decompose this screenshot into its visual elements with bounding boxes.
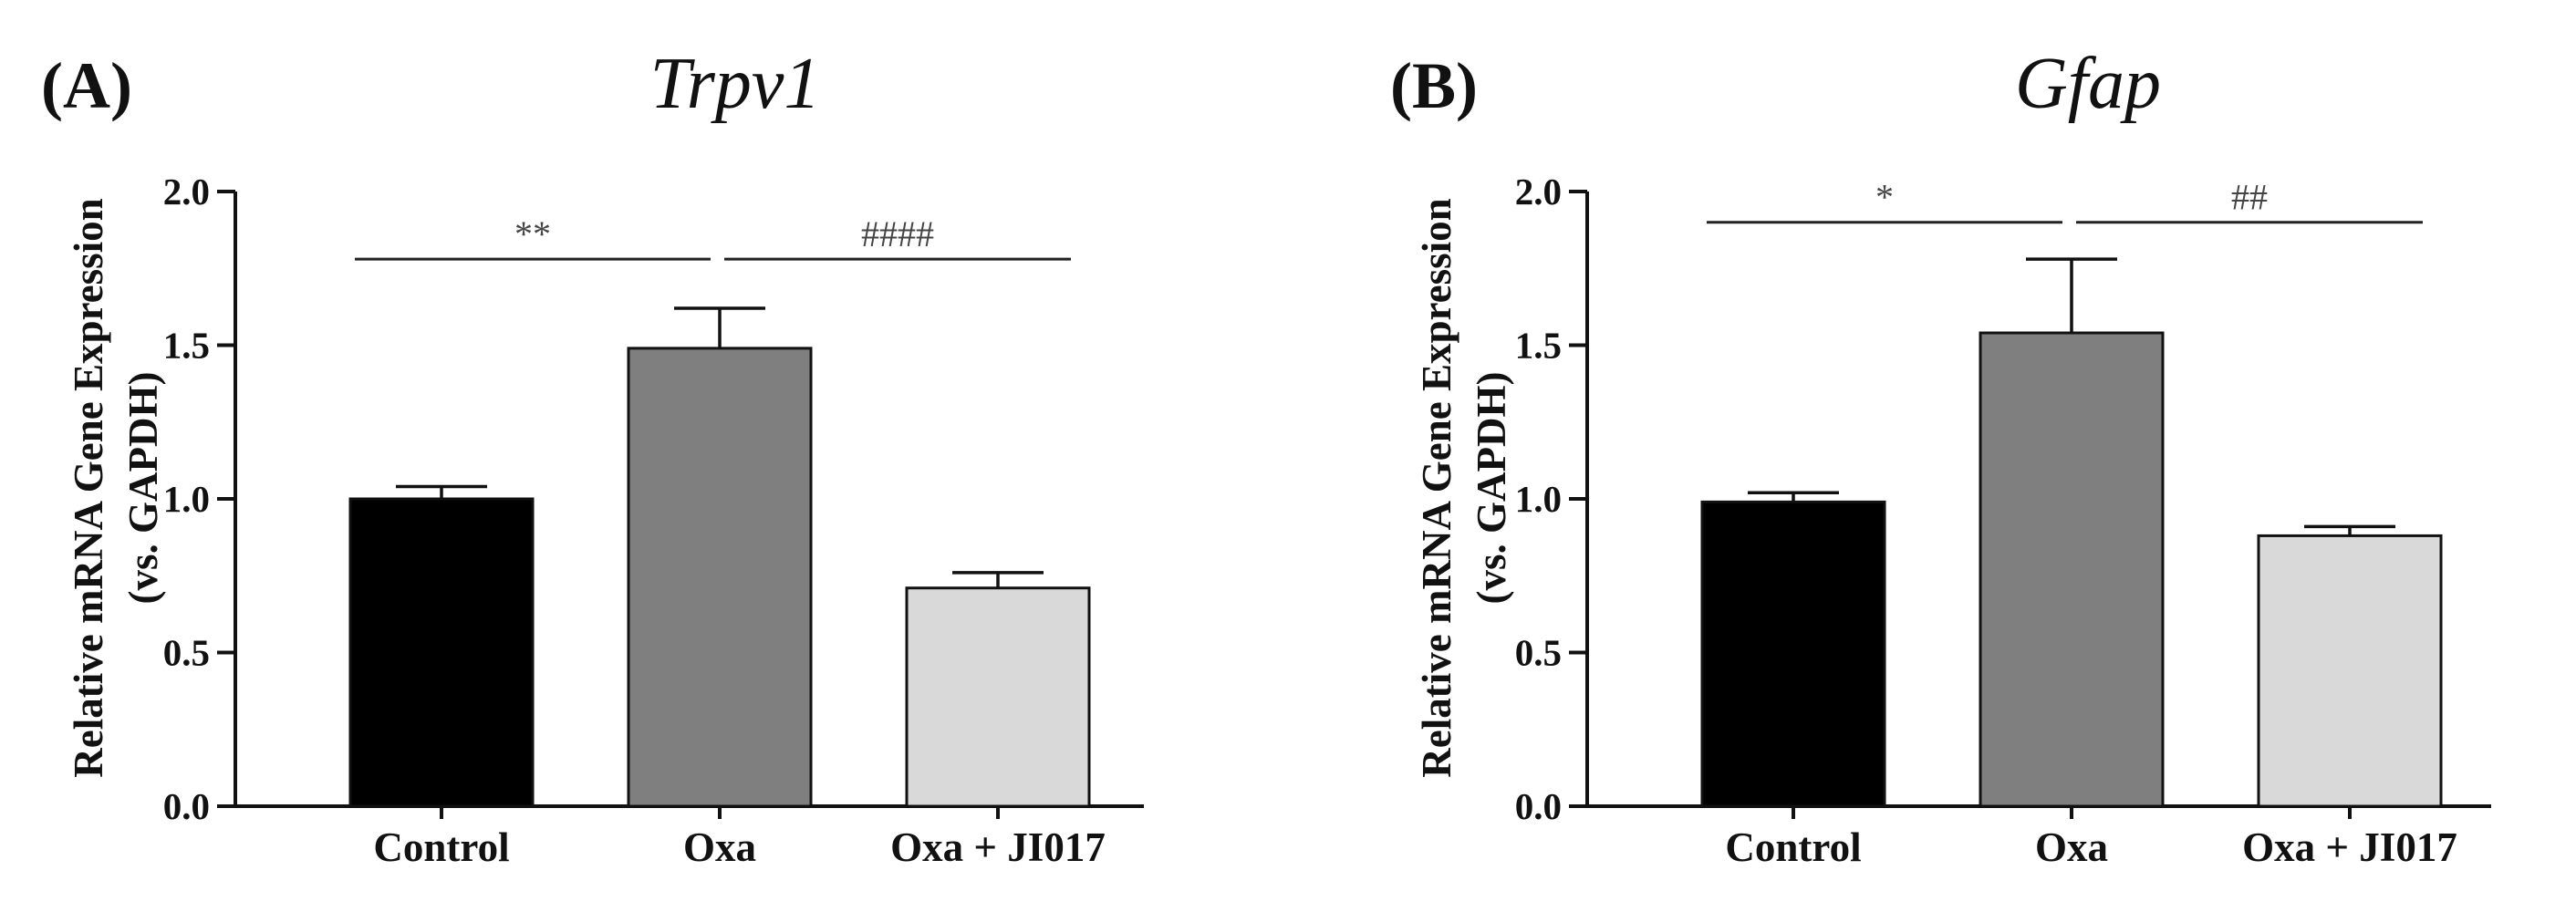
y-tick-label: 0.5 xyxy=(163,632,210,674)
significance-label: ** xyxy=(514,213,551,254)
significance-label: #### xyxy=(861,213,934,254)
y-tick-label: 1.0 xyxy=(163,478,210,520)
y-tick-label: 2.0 xyxy=(163,171,210,212)
x-tick-label: Oxa + JI017 xyxy=(2242,824,2457,870)
y-tick-label: 1.5 xyxy=(163,325,210,367)
bar-oxa xyxy=(627,347,813,808)
panel-b: (B) Gfap Relative mRNA Gene Expression (… xyxy=(1390,44,2491,870)
y-axis-label-unit: (vs. GAPDH) xyxy=(1469,372,1514,605)
panel-a: (A) Trpv1 Relative mRNA Gene Expression … xyxy=(41,44,1144,870)
bar-oxa-ji017 xyxy=(2257,534,2443,808)
y-tick-label: 0.0 xyxy=(163,785,210,827)
significance-label: ## xyxy=(2231,177,2268,218)
bar-control xyxy=(348,497,535,808)
panel-letter-a: (A) xyxy=(41,49,132,122)
y-tick-label: 0.5 xyxy=(1515,632,1562,674)
panel-letter-b: (B) xyxy=(1390,49,1478,122)
x-tick-label: Control xyxy=(373,824,509,870)
bar-oxa xyxy=(1979,331,2165,808)
chart-title-trpv1: Trpv1 xyxy=(650,44,821,124)
x-tick-label: Control xyxy=(1725,824,1861,870)
y-axis-label-unit: (vs. GAPDH) xyxy=(120,372,166,605)
plot-area: 0.0 0.5 1.0 1.5 2.0 Control Oxa Oxa + JI017 ** ##… xyxy=(163,171,1144,870)
x-tick-label: Oxa xyxy=(683,824,756,870)
x-tick-label: Oxa + JI017 xyxy=(890,824,1106,870)
y-axis-label: Relative mRNA Gene Expression xyxy=(1414,198,1459,777)
y-tick-label: 1.0 xyxy=(1515,478,1562,520)
y-axis-label: Relative mRNA Gene Expression xyxy=(66,198,111,777)
y-tick-label: 1.5 xyxy=(1515,325,1562,367)
significance-label: * xyxy=(1875,177,1894,218)
y-tick-label: 0.0 xyxy=(1515,785,1562,827)
bar-oxa-ji017 xyxy=(905,586,1091,808)
chart-title-gfap: Gfap xyxy=(2015,44,2161,124)
bar-control xyxy=(1700,500,1886,808)
x-tick-label: Oxa xyxy=(2035,824,2108,870)
y-tick-label: 2.0 xyxy=(1515,171,1562,212)
plot-area: 0.0 0.5 1.0 1.5 2.0 Control Oxa Oxa + JI017 * ## xyxy=(1515,171,2491,870)
